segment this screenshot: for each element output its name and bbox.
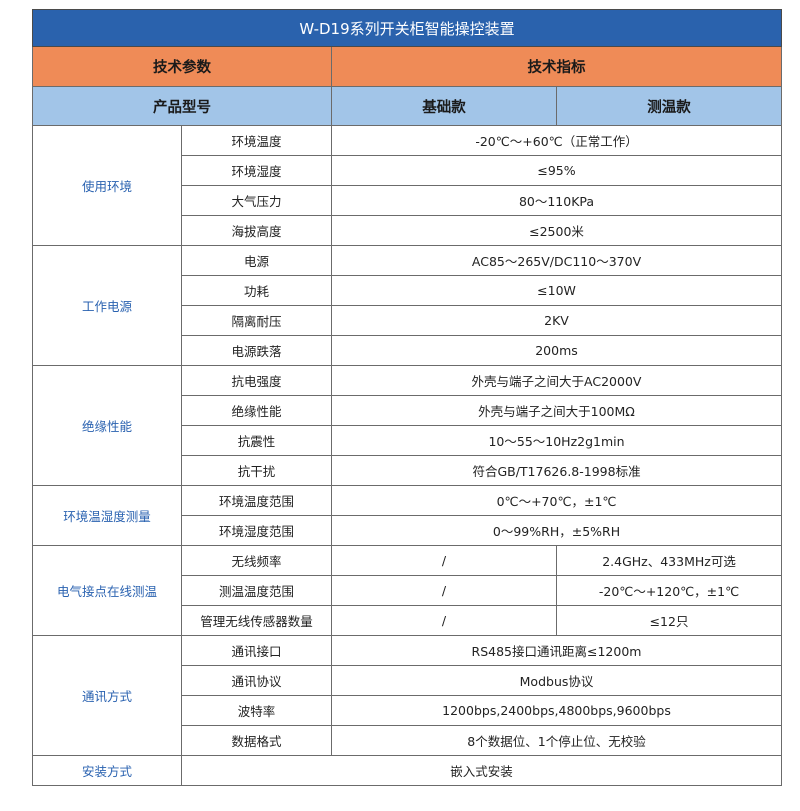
- table-row: 电源跌落 200ms: [33, 335, 783, 366]
- table-row: 隔离耐压 2KV: [33, 305, 783, 336]
- table-row: 安装方式 嵌入式安装: [32, 755, 783, 786]
- table-row: 大气压力 80～110KPa: [33, 185, 783, 216]
- table-title: W-D19系列开关柜智能操控装置: [31, 9, 783, 47]
- subheader-basic: 基础款: [331, 86, 557, 126]
- param-name: 海拔高度: [181, 215, 332, 246]
- spec-value: 外壳与端子之间大于AC2000V: [330, 365, 783, 396]
- table-row: 通讯方式 通讯接口 RS485接口通讯距离≤1200m: [32, 635, 783, 756]
- category-label: 通讯方式: [32, 635, 182, 756]
- spec-value: 符合GB/T17626.8-1998标准: [330, 455, 783, 486]
- header-row: 技术参数 技术指标: [32, 46, 783, 87]
- param-name: 无线频率: [181, 545, 332, 576]
- param-name: 通讯接口: [181, 635, 332, 666]
- table-row: 环境湿度 ≤95%: [33, 155, 783, 186]
- temp-value: ≤12只: [555, 605, 783, 636]
- spec-value: 0～99%RH，±5%RH: [330, 515, 783, 546]
- param-name: 隔离耐压: [181, 305, 332, 336]
- basic-value: /: [331, 545, 557, 576]
- table-row: 环境温湿度测量 环境温度范围 0℃～+70℃，±1℃: [32, 485, 783, 546]
- subheader-row: 产品型号 基础款 测温款: [32, 86, 783, 126]
- param-name: 环境温度: [181, 125, 332, 156]
- param-name: 通讯协议: [181, 665, 332, 696]
- param-name: 抗干扰: [181, 455, 332, 486]
- spec-value: ≤2500米: [330, 215, 783, 246]
- spec-value: 10～55～10Hz2g1min: [330, 425, 783, 456]
- spec-value: 嵌入式安装: [180, 755, 783, 786]
- category-label: 工作电源: [32, 245, 182, 366]
- param-name: 大气压力: [181, 185, 332, 216]
- param-name: 电源: [181, 245, 332, 276]
- param-name: 抗震性: [181, 425, 332, 456]
- category-label: 电气接点在线测温: [32, 545, 182, 636]
- param-name: 环境湿度: [181, 155, 332, 186]
- spec-value: 外壳与端子之间大于100MΩ: [330, 395, 783, 426]
- table-row: 绝缘性能 外壳与端子之间大于100MΩ: [33, 395, 783, 426]
- param-name: 环境温度范围: [181, 485, 332, 516]
- table-row: 抗震性 10～55～10Hz2g1min: [33, 425, 783, 456]
- category-label: 安装方式: [32, 755, 182, 786]
- category-label: 使用环境: [32, 125, 182, 246]
- title-row: W-D19系列开关柜智能操控装置: [31, 9, 783, 47]
- table-row: 通讯协议 Modbus协议: [33, 665, 783, 696]
- param-name: 环境湿度范围: [181, 515, 332, 546]
- param-name: 数据格式: [181, 725, 332, 756]
- table-row: 海拔高度 ≤2500米: [33, 215, 783, 246]
- spec-value: 200ms: [330, 335, 783, 366]
- param-name: 测温温度范围: [181, 575, 332, 606]
- table-row: 电气接点在线测温 无线频率/2.4GHz、433MHz可选: [32, 545, 783, 636]
- spec-value: 8个数据位、1个停止位、无校验: [330, 725, 783, 756]
- spec-value: RS485接口通讯距离≤1200m: [330, 635, 783, 666]
- spec-value: AC85～265V/DC110～370V: [330, 245, 783, 276]
- table-row: 功耗 ≤10W: [33, 275, 783, 306]
- spec-value: ≤10W: [330, 275, 783, 306]
- spec-value: 2KV: [330, 305, 783, 336]
- spec-table: W-D19系列开关柜智能操控装置 技术参数 技术指标 产品型号 基础款 测温款 …: [31, 9, 783, 786]
- param-name: 电源跌落: [181, 335, 332, 366]
- subheader-temp: 测温款: [555, 86, 783, 126]
- basic-value: /: [331, 605, 557, 636]
- param-name: 绝缘性能: [181, 395, 332, 426]
- table-row: 工作电源 电源 AC85～265V/DC110～370V: [32, 245, 783, 366]
- subheader-model: 产品型号: [32, 86, 332, 126]
- table-row: 绝缘性能 抗电强度 外壳与端子之间大于AC2000V: [32, 365, 783, 486]
- header-spec: 技术指标: [330, 46, 783, 87]
- basic-value: /: [331, 575, 557, 606]
- table-row: 使用环境 环境温度 -20℃～+60℃（正常工作）: [32, 125, 783, 246]
- table-row: 波特率 1200bps,2400bps,4800bps,9600bps: [33, 695, 783, 726]
- spec-value: 0℃～+70℃，±1℃: [330, 485, 783, 516]
- temp-value: 2.4GHz、433MHz可选: [555, 545, 783, 576]
- param-name: 管理无线传感器数量: [181, 605, 332, 636]
- param-name: 波特率: [181, 695, 332, 726]
- spec-value: 1200bps,2400bps,4800bps,9600bps: [330, 695, 783, 726]
- spec-value: Modbus协议: [330, 665, 783, 696]
- category-label: 环境温湿度测量: [32, 485, 182, 546]
- table-row: 数据格式 8个数据位、1个停止位、无校验: [33, 725, 783, 756]
- param-name: 功耗: [181, 275, 332, 306]
- param-name: 抗电强度: [181, 365, 332, 396]
- header-param: 技术参数: [32, 46, 332, 87]
- spec-value: ≤95%: [330, 155, 783, 186]
- table-row: 环境湿度范围 0～99%RH，±5%RH: [33, 515, 783, 546]
- category-label: 绝缘性能: [32, 365, 182, 486]
- spec-value: 80～110KPa: [330, 185, 783, 216]
- temp-value: -20℃～+120℃，±1℃: [555, 575, 783, 606]
- spec-value: -20℃～+60℃（正常工作）: [330, 125, 783, 156]
